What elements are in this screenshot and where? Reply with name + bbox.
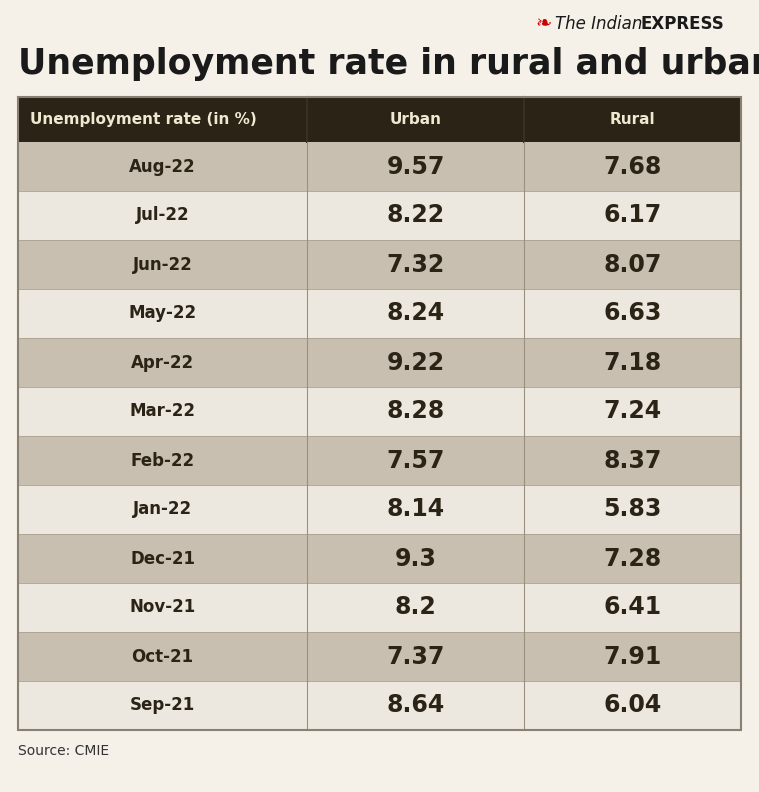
Text: Nov-21: Nov-21 [130,599,196,616]
Bar [18,681,741,730]
Text: Jun-22: Jun-22 [133,256,193,273]
Text: Oct-21: Oct-21 [131,648,194,665]
Text: Source: CMIE: Source: CMIE [18,744,109,758]
Text: 7.91: 7.91 [603,645,662,668]
Text: Apr-22: Apr-22 [131,353,194,371]
Text: 7.68: 7.68 [603,154,662,178]
Text: 8.22: 8.22 [386,204,445,227]
Text: Urban: Urban [389,112,442,127]
Text: ❧: ❧ [535,14,551,33]
Bar [18,436,741,485]
Text: 6.63: 6.63 [603,302,662,326]
Text: 8.07: 8.07 [603,253,662,276]
Text: Sep-21: Sep-21 [130,696,195,714]
Text: 6.04: 6.04 [603,694,662,718]
Text: EXPRESS: EXPRESS [640,15,724,33]
Bar [18,632,741,681]
Text: 8.24: 8.24 [386,302,445,326]
Text: Unemployment rate (in %): Unemployment rate (in %) [30,112,257,127]
Text: 6.41: 6.41 [603,596,662,619]
Text: 8.28: 8.28 [386,399,445,424]
Bar [18,289,741,338]
Text: 7.57: 7.57 [386,448,445,473]
Text: Mar-22: Mar-22 [130,402,196,421]
Bar [18,142,741,191]
Bar [18,338,741,387]
Text: 5.83: 5.83 [603,497,662,521]
Bar [18,387,741,436]
Text: Jan-22: Jan-22 [133,501,192,519]
Text: 8.2: 8.2 [395,596,436,619]
Text: 9.57: 9.57 [386,154,445,178]
Text: Aug-22: Aug-22 [129,158,196,176]
Bar [18,485,741,534]
Text: 7.32: 7.32 [386,253,445,276]
Text: Feb-22: Feb-22 [131,451,194,470]
Bar [18,534,741,583]
Text: 7.18: 7.18 [603,351,662,375]
Text: Jul-22: Jul-22 [136,207,190,224]
Bar [18,583,741,632]
Text: 7.28: 7.28 [603,546,662,570]
Text: 9.3: 9.3 [395,546,436,570]
Text: 6.17: 6.17 [603,204,662,227]
Text: 7.37: 7.37 [386,645,445,668]
Text: The Indian: The Indian [555,15,647,33]
Bar [18,97,741,142]
Text: 7.24: 7.24 [603,399,662,424]
Text: Rural: Rural [609,112,655,127]
Text: 9.22: 9.22 [386,351,445,375]
Text: Unemployment rate in rural and urban India: Unemployment rate in rural and urban Ind… [18,47,759,81]
Text: Dec-21: Dec-21 [130,550,195,568]
Text: 8.64: 8.64 [386,694,445,718]
Bar [18,97,741,730]
Bar [18,240,741,289]
Bar [18,191,741,240]
Text: 8.14: 8.14 [386,497,445,521]
Text: May-22: May-22 [128,304,197,322]
Text: 8.37: 8.37 [603,448,662,473]
